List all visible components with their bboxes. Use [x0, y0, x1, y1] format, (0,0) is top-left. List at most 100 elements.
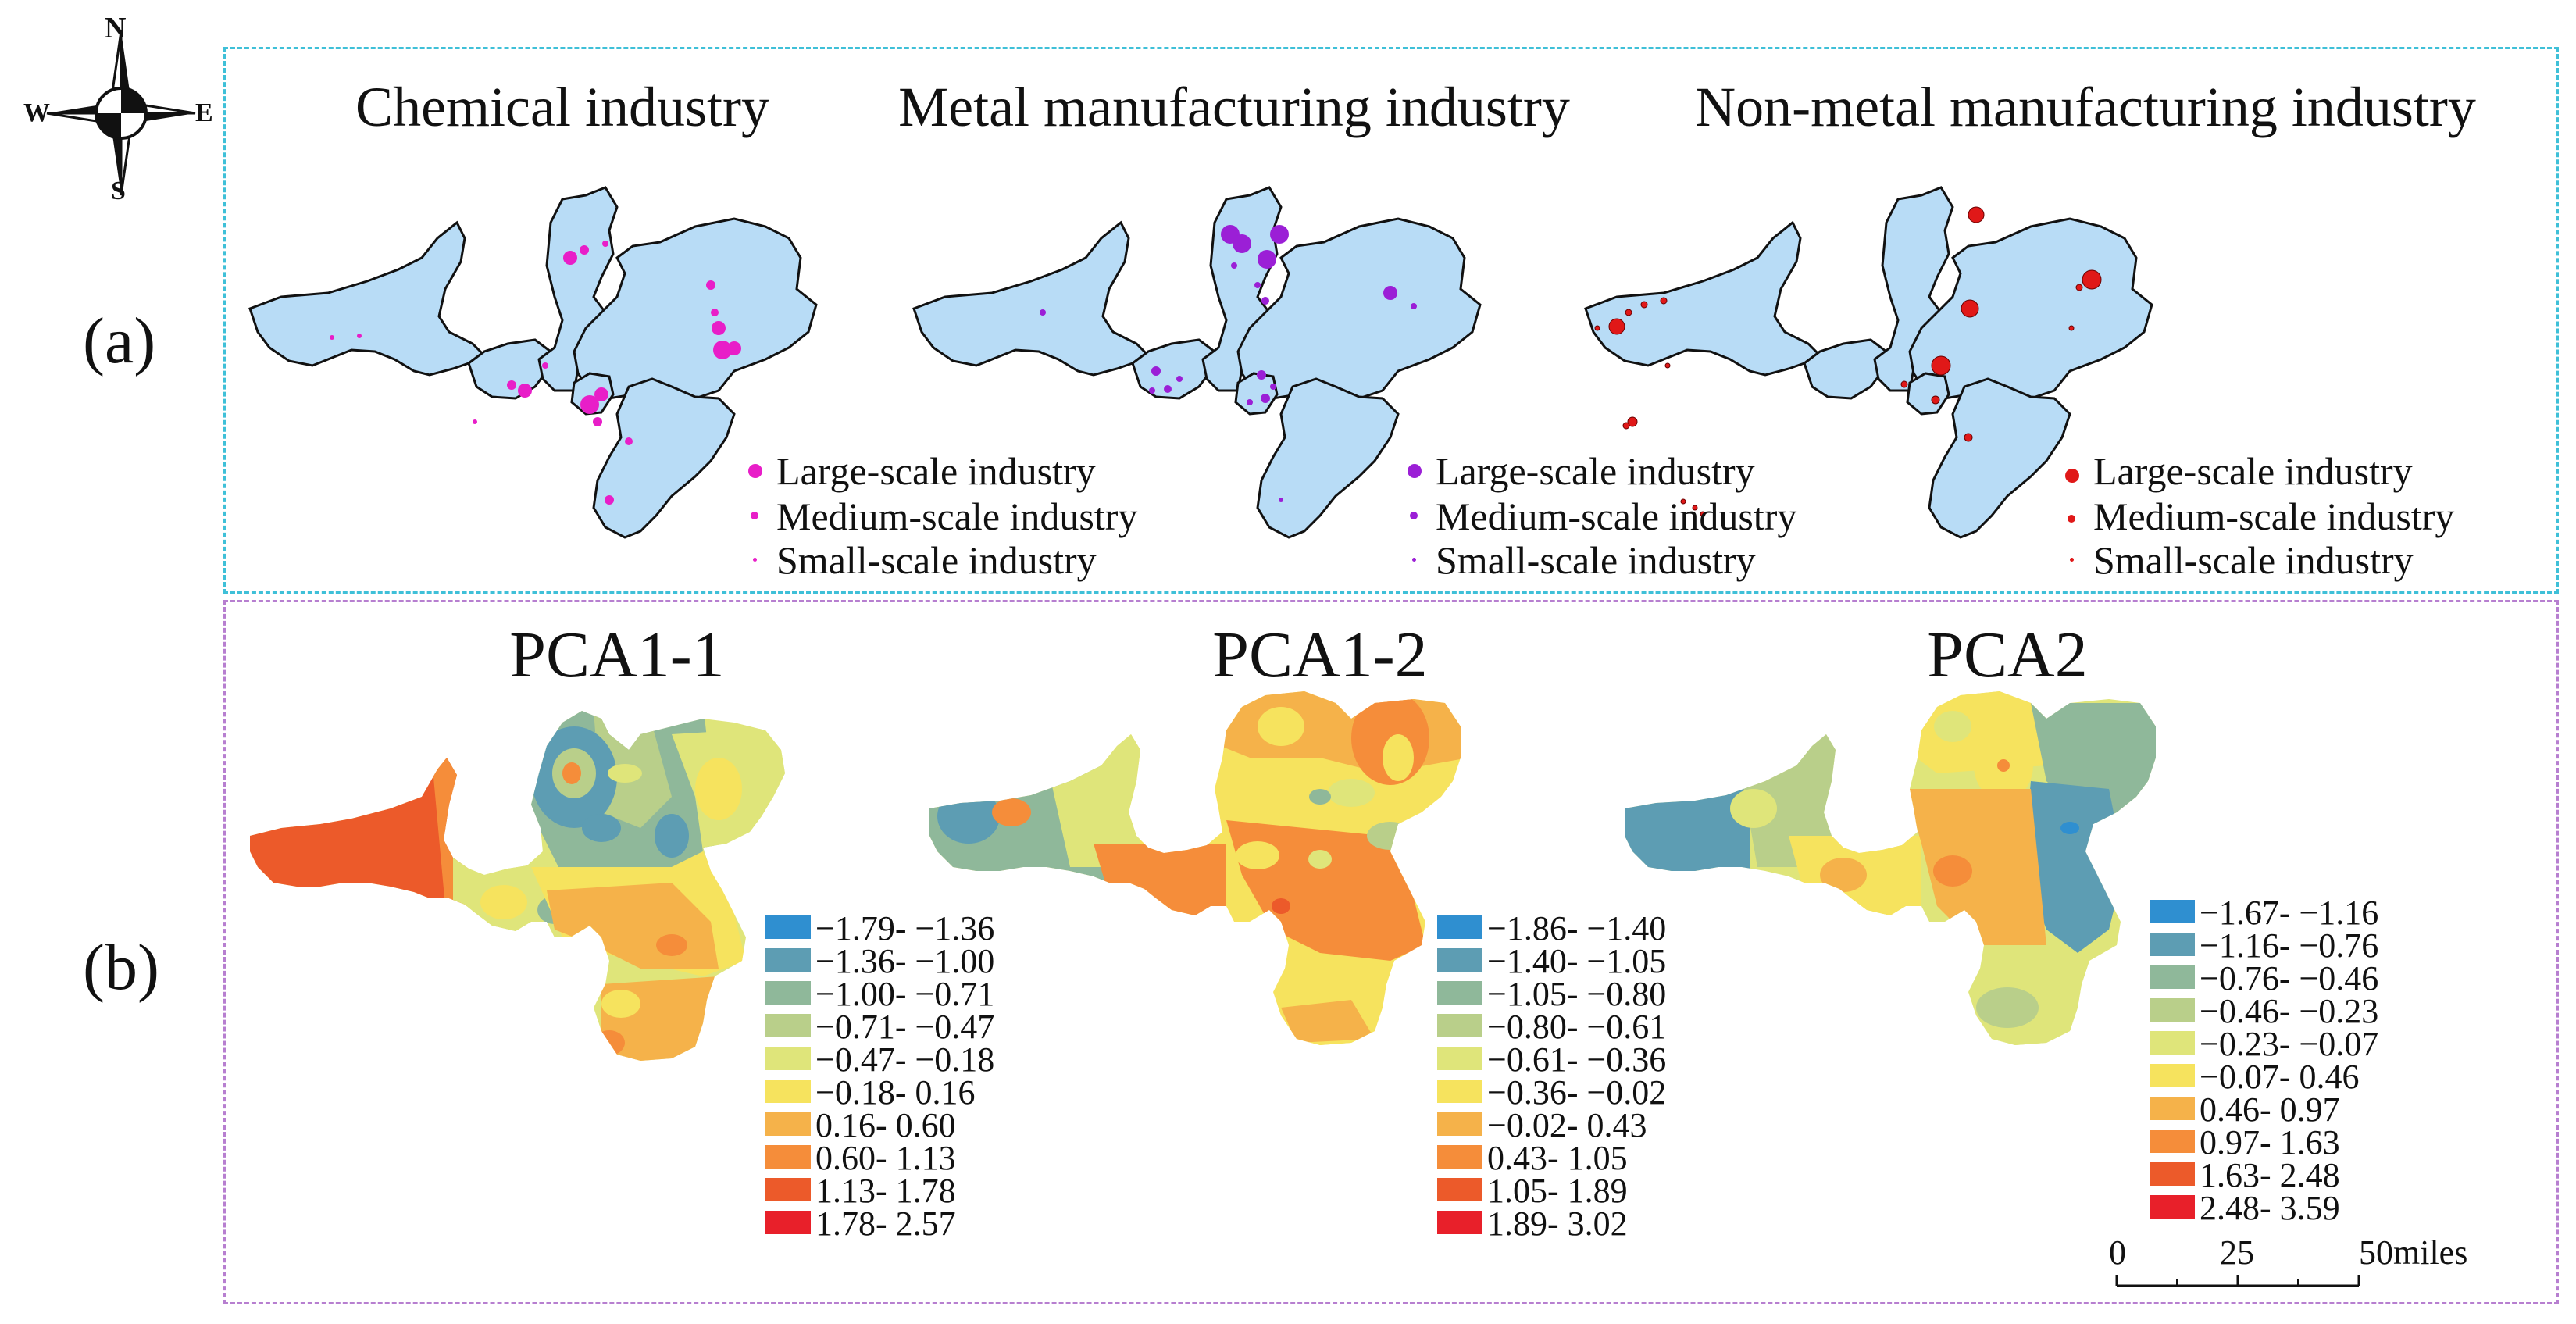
- metal-medium-dot-icon: [1410, 512, 1418, 519]
- pca1-2-swatch-4: [1437, 1014, 1482, 1037]
- pca2-class-5: −0.23- −0.07: [2200, 1025, 2379, 1063]
- pca1-2-swatch-1: [1437, 915, 1482, 939]
- metal-legend-large: Large-scale industry: [1436, 449, 1755, 493]
- pca1-2-title: PCA1-2: [1212, 619, 1428, 691]
- pca2-class-7: 0.46- 0.97: [2200, 1090, 2340, 1129]
- scale-bar: [2115, 1275, 2360, 1287]
- pca1-1-swatch-8: [765, 1145, 811, 1169]
- compass-north-label: N: [105, 12, 127, 45]
- metal-industry-map: [912, 186, 1482, 539]
- pca1-2-class-6: −0.36- −0.02: [1487, 1073, 1667, 1112]
- metal-large-dot-icon: [1408, 464, 1422, 478]
- pca2-swatch-5: [2150, 1031, 2195, 1055]
- pca1-1-class-2: −1.36- −1.00: [815, 942, 995, 980]
- panel-a-label: (a): [83, 305, 156, 377]
- pca1-1-swatch-1: [765, 915, 811, 939]
- pca1-2-class-5: −0.61- −0.36: [1487, 1040, 1667, 1079]
- nonmetal-legend-large: Large-scale industry: [2093, 449, 2413, 493]
- pca1-2-swatch-2: [1437, 948, 1482, 972]
- pca1-1-class-5: −0.47- −0.18: [815, 1040, 995, 1079]
- pca1-2-class-8: 0.43- 1.05: [1487, 1139, 1628, 1177]
- pca1-2-surface-map: [929, 691, 1461, 1045]
- pca2-class-4: −0.46- −0.23: [2200, 992, 2379, 1030]
- pca1-1-swatch-10: [765, 1211, 811, 1234]
- pca1-1-class-10: 1.78- 2.57: [815, 1204, 956, 1243]
- pca1-1-swatch-9: [765, 1178, 811, 1201]
- pca1-1-class-9: 1.13- 1.78: [815, 1172, 956, 1210]
- pca1-2-class-9: 1.05- 1.89: [1487, 1172, 1628, 1210]
- pca2-swatch-4: [2150, 998, 2195, 1022]
- pca2-swatch-10: [2150, 1195, 2195, 1219]
- panel-b-frame: [223, 600, 2559, 1304]
- pca2-title: PCA2: [1927, 619, 2088, 691]
- pca1-2-legend: −1.86- −1.40 −1.40- −1.05 −1.05- −0.80 −…: [1437, 912, 1765, 1256]
- pca1-1-swatch-5: [765, 1047, 811, 1070]
- pca2-class-6: −0.07- 0.46: [2200, 1058, 2360, 1096]
- pca2-swatch-8: [2150, 1130, 2195, 1153]
- metal-small-dot-icon: [1412, 558, 1416, 562]
- scale-tick-50: 50miles: [2359, 1233, 2468, 1272]
- nonmetal-legend-medium: Medium-scale industry: [2093, 494, 2455, 538]
- pca1-1-legend: −1.79- −1.36 −1.36- −1.00 −1.00- −0.71 −…: [765, 912, 1094, 1256]
- pca1-2-class-7: −0.02- 0.43: [1487, 1106, 1647, 1144]
- chemical-small-dot-icon: [753, 558, 757, 562]
- pca1-2-swatch-7: [1437, 1112, 1482, 1136]
- pca1-1-swatch-4: [765, 1014, 811, 1037]
- compass-east-label: E: [195, 98, 213, 127]
- pca1-1-title: PCA1-1: [509, 619, 725, 691]
- nonmetal-large-dot-icon: [2065, 469, 2079, 483]
- pca1-2-class-2: −1.40- −1.05: [1487, 942, 1667, 980]
- pca2-legend: −1.67- −1.16 −1.16- −0.76 −0.76- −0.46 −…: [2150, 894, 2478, 1240]
- pca1-1-class-7: 0.16- 0.60: [815, 1106, 956, 1144]
- pca1-1-class-4: −0.71- −0.47: [815, 1008, 995, 1046]
- pca1-2-swatch-3: [1437, 981, 1482, 1005]
- pca1-1-class-8: 0.60- 1.13: [815, 1139, 956, 1177]
- chemical-large-dot-icon: [748, 464, 762, 478]
- pca2-class-2: −1.16- −0.76: [2200, 926, 2379, 965]
- pca2-class-9: 1.63- 2.48: [2200, 1156, 2340, 1194]
- pca2-class-8: 0.97- 1.63: [2200, 1123, 2340, 1162]
- nonmetal-medium-dot-icon: [2068, 515, 2075, 523]
- pca2-class-1: −1.67- −1.16: [2200, 894, 2379, 932]
- pca2-swatch-3: [2150, 965, 2195, 989]
- pca1-1-class-3: −1.00- −0.71: [815, 975, 995, 1013]
- map-title-chemical: Chemical industry: [355, 76, 769, 138]
- metal-legend-medium: Medium-scale industry: [1436, 494, 1797, 538]
- pca2-swatch-6: [2150, 1064, 2195, 1087]
- pca1-1-class-1: −1.79- −1.36: [815, 909, 995, 947]
- pca1-1-swatch-3: [765, 981, 811, 1005]
- pca2-class-3: −0.76- −0.46: [2200, 959, 2379, 997]
- pca1-2-class-1: −1.86- −1.40: [1487, 909, 1667, 947]
- pca1-2-swatch-5: [1437, 1047, 1482, 1070]
- pca1-2-class-3: −1.05- −0.80: [1487, 975, 1667, 1013]
- chemical-legend-large: Large-scale industry: [776, 449, 1096, 493]
- chemical-legend-medium: Medium-scale industry: [776, 494, 1138, 538]
- pca1-1-class-6: −0.18- 0.16: [815, 1073, 976, 1112]
- compass-rose-icon: [46, 30, 196, 196]
- map-title-metal: Metal manufacturing industry: [898, 76, 1570, 138]
- compass-south-label: S: [111, 177, 126, 205]
- scale-tick-0: 0: [2109, 1233, 2126, 1272]
- pca1-1-swatch-2: [765, 948, 811, 972]
- metal-legend-small: Small-scale industry: [1436, 538, 1756, 582]
- chemical-industry-map: [248, 186, 818, 539]
- pca1-1-surface-map: [250, 711, 785, 1061]
- nonmetal-industry-map: [1584, 186, 2153, 539]
- pca2-swatch-9: [2150, 1162, 2195, 1186]
- pca1-2-swatch-9: [1437, 1178, 1482, 1201]
- pca2-surface-map: [1625, 691, 2156, 1045]
- pca2-swatch-7: [2150, 1097, 2195, 1120]
- pca1-1-swatch-7: [765, 1112, 811, 1136]
- nonmetal-legend-small: Small-scale industry: [2093, 538, 2414, 582]
- pca1-2-swatch-8: [1437, 1145, 1482, 1169]
- scale-tick-25: 25: [2220, 1233, 2254, 1272]
- pca1-1-swatch-6: [765, 1080, 811, 1103]
- pca1-2-swatch-10: [1437, 1211, 1482, 1234]
- pca2-class-10: 2.48- 3.59: [2200, 1189, 2340, 1227]
- pca2-swatch-2: [2150, 933, 2195, 956]
- nonmetal-small-dot-icon: [2070, 558, 2074, 562]
- pca1-2-swatch-6: [1437, 1080, 1482, 1103]
- chemical-legend-small: Small-scale industry: [776, 538, 1097, 582]
- panel-a-frame: [223, 47, 2559, 594]
- pca2-swatch-1: [2150, 900, 2195, 923]
